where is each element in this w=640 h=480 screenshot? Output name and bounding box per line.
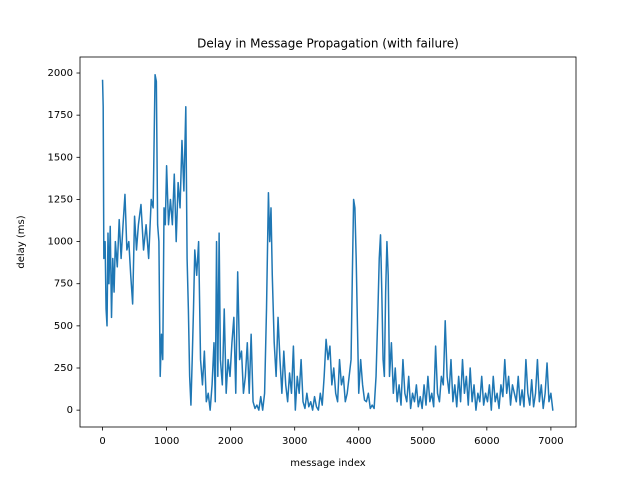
- x-tick-label: 6000: [474, 436, 499, 447]
- y-tick-label: 1000: [48, 237, 73, 248]
- x-axis-label: message index: [290, 458, 366, 469]
- x-tick-label: 5000: [410, 436, 435, 447]
- x-tick-label: 4000: [346, 436, 371, 447]
- y-tick-label: 1750: [48, 110, 73, 121]
- y-tick-label: 250: [54, 363, 73, 374]
- plot-frame: [79, 56, 577, 428]
- chart-title: Delay in Message Propagation (with failu…: [197, 37, 459, 51]
- y-tick-label: 0: [67, 405, 73, 416]
- y-tick-label: 500: [54, 321, 73, 332]
- y-axis-label: delay (ms): [16, 215, 27, 268]
- x-tick-label: 2000: [218, 436, 243, 447]
- y-tick-label: 2000: [48, 68, 73, 79]
- data-line: [101, 73, 554, 411]
- x-tick-label: 7000: [538, 436, 563, 447]
- y-tick-label: 1500: [48, 152, 73, 163]
- y-tick-label: 1250: [48, 194, 73, 205]
- x-tick-label: 1000: [154, 436, 179, 447]
- x-tick-label: 3000: [282, 436, 307, 447]
- x-tick-label: 0: [99, 436, 105, 447]
- y-tick-label: 750: [54, 279, 73, 290]
